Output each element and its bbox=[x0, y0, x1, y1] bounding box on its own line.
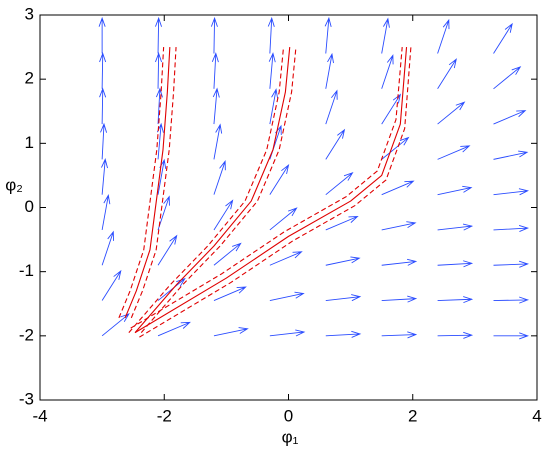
arrow bbox=[493, 296, 530, 304]
arrow bbox=[157, 277, 186, 301]
arrow bbox=[213, 286, 247, 301]
x-tick-label: 4 bbox=[532, 406, 541, 425]
trajectory-line bbox=[140, 47, 297, 333]
trajectory-line bbox=[118, 47, 165, 319]
arrow bbox=[99, 87, 107, 125]
x-tick-label: 0 bbox=[284, 406, 293, 425]
arrow bbox=[269, 207, 298, 231]
arrow bbox=[324, 16, 332, 54]
arrow bbox=[101, 269, 122, 301]
arrow bbox=[211, 52, 219, 89]
x-axis-label: φ₁ bbox=[282, 427, 299, 446]
x-tick-label: -2 bbox=[157, 406, 172, 425]
arrow bbox=[98, 16, 106, 54]
arrow bbox=[213, 242, 242, 266]
arrow bbox=[269, 291, 305, 301]
arrow bbox=[437, 101, 466, 125]
arrow bbox=[437, 18, 450, 54]
arrow bbox=[493, 150, 529, 160]
arrow bbox=[155, 87, 163, 125]
arrow bbox=[381, 17, 390, 54]
arrow bbox=[155, 52, 162, 89]
trajectory-line bbox=[134, 47, 408, 334]
arrow bbox=[381, 331, 418, 339]
arrow bbox=[437, 296, 474, 304]
y-axis-label: φ₂ bbox=[5, 175, 23, 194]
arrow bbox=[437, 223, 474, 231]
plot-frame bbox=[39, 14, 538, 401]
arrow bbox=[325, 52, 334, 89]
arrow bbox=[101, 158, 108, 195]
trajectory-line bbox=[134, 47, 291, 333]
arrow bbox=[325, 172, 354, 196]
x-tick-label: 2 bbox=[408, 406, 417, 425]
arrow bbox=[325, 294, 362, 302]
arrow bbox=[325, 215, 359, 231]
arrow bbox=[100, 122, 108, 160]
arrow bbox=[437, 331, 474, 339]
arrow bbox=[437, 58, 457, 90]
arrow bbox=[101, 313, 130, 337]
y-tick-label: -1 bbox=[19, 261, 34, 280]
arrow bbox=[493, 22, 513, 54]
arrow bbox=[101, 230, 114, 266]
y-tick-label: -2 bbox=[19, 325, 34, 344]
arrow bbox=[269, 88, 279, 125]
y-tick-label: 3 bbox=[25, 4, 34, 23]
arrow bbox=[381, 136, 410, 160]
arrow bbox=[325, 330, 362, 338]
y-tick-label: 1 bbox=[25, 133, 34, 152]
arrow bbox=[493, 225, 530, 232]
arrow bbox=[437, 260, 474, 268]
y-tick-label: -3 bbox=[19, 389, 34, 408]
trajectory-line bbox=[139, 47, 412, 338]
arrow bbox=[381, 258, 418, 266]
arrow bbox=[101, 194, 111, 231]
trajectory-line bbox=[130, 47, 403, 329]
arrow bbox=[99, 52, 107, 89]
arrow bbox=[155, 16, 162, 54]
arrow bbox=[213, 199, 234, 231]
arrow bbox=[213, 160, 226, 195]
arrow bbox=[325, 89, 338, 125]
arrow bbox=[157, 321, 191, 337]
arrow bbox=[213, 123, 223, 160]
arrow bbox=[267, 16, 275, 54]
arrow bbox=[381, 295, 418, 303]
arrow bbox=[493, 188, 529, 196]
arrow bbox=[381, 221, 417, 231]
arrow bbox=[157, 234, 178, 266]
arrow bbox=[493, 66, 522, 90]
arrow bbox=[269, 164, 290, 195]
trajectory-line bbox=[130, 47, 177, 319]
arrow bbox=[381, 93, 402, 125]
x-tick-label: -4 bbox=[32, 406, 47, 425]
arrow bbox=[493, 332, 530, 340]
arrow bbox=[437, 145, 471, 160]
arrow bbox=[210, 16, 218, 54]
trajectory-line bbox=[128, 47, 285, 333]
y-tick-label: 0 bbox=[25, 197, 34, 216]
arrow bbox=[325, 128, 346, 160]
arrow bbox=[381, 180, 415, 196]
arrow bbox=[212, 87, 220, 125]
arrow bbox=[325, 256, 361, 266]
arrow bbox=[493, 260, 530, 268]
arrow bbox=[381, 54, 394, 89]
arrow bbox=[268, 52, 276, 89]
arrow bbox=[269, 251, 303, 266]
arrow bbox=[269, 329, 306, 337]
arrow bbox=[213, 327, 249, 337]
arrow bbox=[437, 185, 473, 196]
trajectory-line bbox=[124, 47, 171, 319]
y-tick-label: 2 bbox=[25, 69, 34, 88]
arrow bbox=[493, 110, 527, 125]
